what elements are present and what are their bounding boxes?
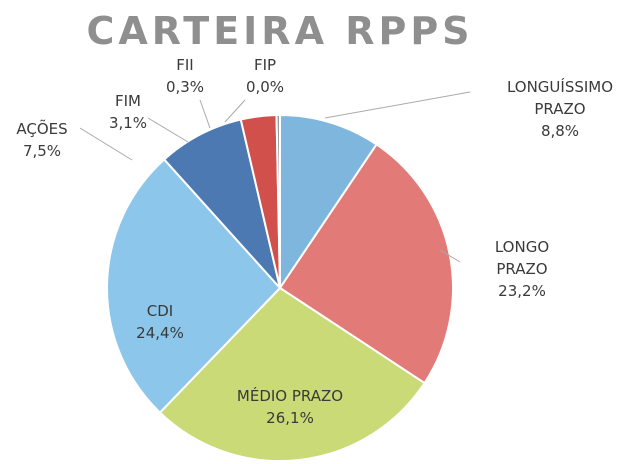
chart-title: CARTEIRA RPPS bbox=[86, 9, 473, 53]
pie-slice bbox=[278, 143, 454, 385]
category-label: FIP bbox=[253, 56, 277, 74]
category-label: CDI bbox=[146, 302, 174, 320]
leader-line bbox=[324, 91, 471, 119]
leader-line bbox=[147, 117, 189, 143]
value-label: 26,1% bbox=[266, 409, 314, 427]
category-label: LONGUÍSSIMO PRAZO bbox=[506, 78, 614, 118]
slice-label: CDI 24,4% bbox=[115, 300, 205, 344]
value-label: 7,5% bbox=[22, 142, 62, 160]
category-label: AÇÕES bbox=[16, 120, 68, 138]
slice-label: FIM 3,1% bbox=[93, 90, 163, 134]
value-label: 3,1% bbox=[108, 114, 148, 132]
slice-label: MÉDIO PRAZO 26,1% bbox=[235, 385, 345, 429]
category-label: LONGO PRAZO bbox=[494, 238, 550, 278]
slice-label: LONGUÍSSIMO PRAZO 8,8% bbox=[485, 76, 631, 142]
category-label: FII bbox=[176, 56, 194, 74]
category-label: FIM bbox=[115, 92, 141, 110]
leader-line bbox=[224, 99, 246, 123]
value-label: 0,0% bbox=[245, 78, 285, 96]
slice-label: AÇÕES 7,5% bbox=[2, 118, 82, 162]
slice-label: LONGO PRAZO 23,2% bbox=[467, 236, 577, 302]
leader-line bbox=[79, 127, 133, 161]
slice-label: FII 0,3% bbox=[155, 54, 215, 98]
value-label: 8,8% bbox=[540, 122, 580, 140]
category-label: MÉDIO PRAZO bbox=[236, 387, 344, 405]
value-label: 24,4% bbox=[136, 324, 184, 342]
slice-label: FIP 0,0% bbox=[235, 54, 295, 98]
leader-line bbox=[199, 99, 211, 129]
pie-slice bbox=[106, 158, 282, 414]
value-label: 0,3% bbox=[165, 78, 205, 96]
pie-slice bbox=[279, 113, 378, 292]
value-label: 23,2% bbox=[498, 282, 546, 300]
leader-line bbox=[439, 249, 461, 263]
pie-slice bbox=[158, 286, 426, 462]
